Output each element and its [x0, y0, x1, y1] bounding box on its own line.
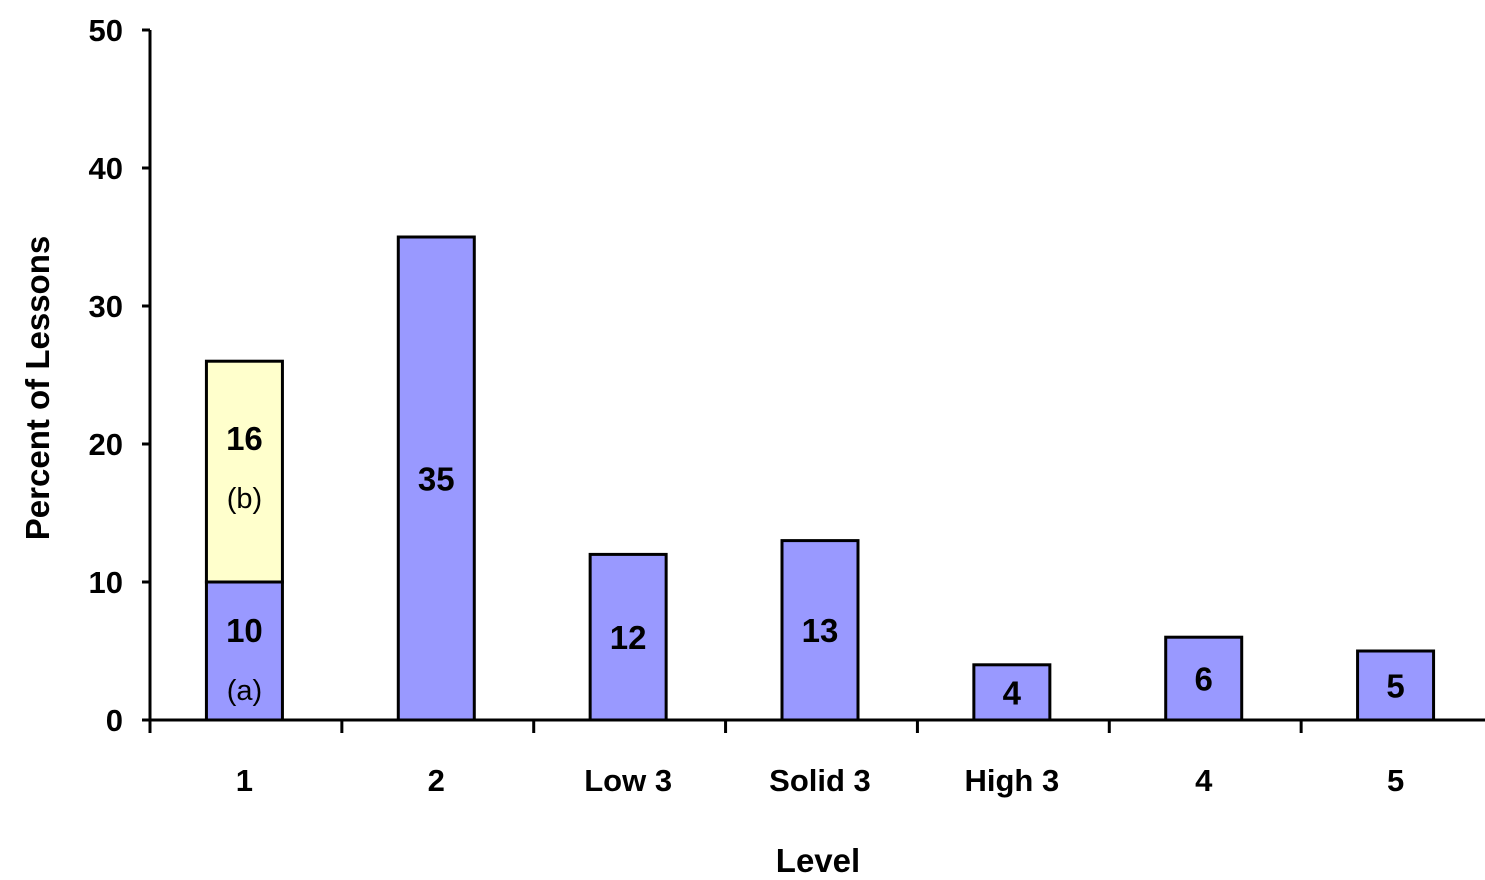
x-tick-label: Solid 3	[769, 763, 871, 798]
labels-group: 10 (a) 35 12 13 4 6 5 16 (b)	[226, 420, 1405, 711]
y-tick-label: 10	[89, 565, 123, 600]
x-tick-label: Low 3	[584, 763, 672, 798]
bar-value-label: 5	[1386, 667, 1404, 704]
y-tick-label: 50	[89, 13, 123, 48]
bar-note-label: (b)	[227, 483, 262, 515]
y-axis-title: Percent of Lessons	[19, 236, 56, 540]
x-tick-label: 4	[1195, 763, 1213, 798]
bar-value-label: 12	[610, 619, 647, 656]
bar-value-label: 10	[226, 612, 263, 649]
x-tick-label: High 3	[964, 763, 1059, 798]
y-tick-label: 0	[106, 703, 123, 738]
x-tick-label: 5	[1387, 763, 1404, 798]
y-tick-label: 20	[89, 427, 123, 462]
x-axis-title: Level	[776, 842, 860, 879]
bar-2-series-0	[396, 235, 476, 722]
bar-value-label: 13	[802, 612, 839, 649]
bar-value-label: 16	[226, 420, 263, 457]
bar-1-series-1	[204, 359, 284, 584]
bar-4-series-0	[1164, 635, 1244, 722]
bar-value-label: 35	[418, 460, 455, 497]
x-tick-label: 2	[428, 763, 445, 798]
bar-note-label: (a)	[227, 675, 262, 707]
bar-solid-3-series-0	[780, 539, 860, 722]
x-tick-label: 1	[236, 763, 253, 798]
bars-group	[204, 235, 1436, 722]
y-tick-label: 40	[89, 151, 123, 186]
y-tick-label: 30	[89, 289, 123, 324]
bar-value-label: 6	[1195, 660, 1213, 697]
bar-value-label: 4	[1003, 674, 1022, 711]
bar-1-series-0	[204, 580, 284, 722]
